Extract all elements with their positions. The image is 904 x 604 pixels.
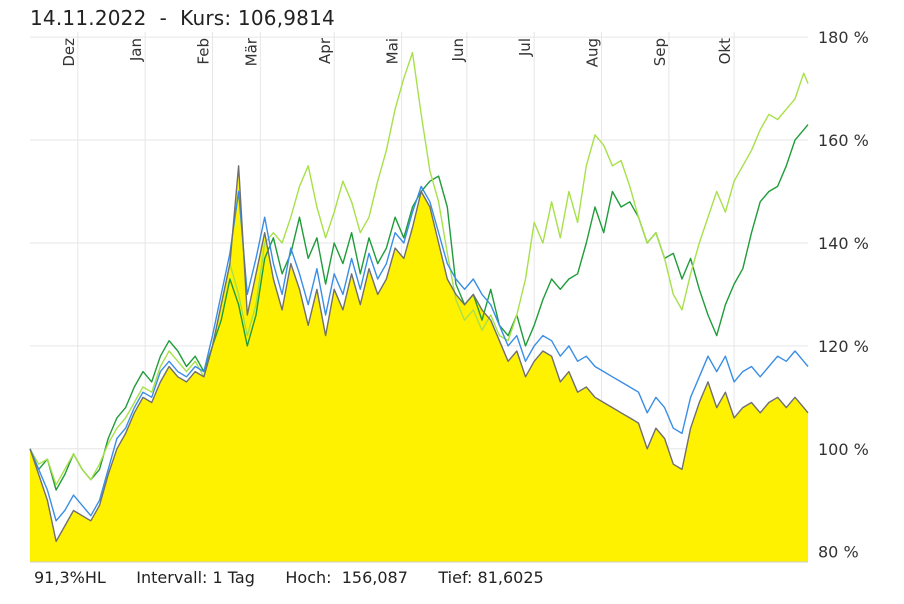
footer-high-value: 156,087	[341, 568, 408, 587]
footer-interval-label: Intervall:	[136, 568, 208, 587]
x-tick-label: Dez	[60, 38, 78, 67]
x-axis-ticks: Dez Jan Feb Mär Apr Mai Jun Jul Aug Sep Okt	[60, 37, 734, 67]
footer-low-label: Tief:	[438, 568, 473, 587]
y-tick-label: 140 %	[818, 234, 869, 253]
footer-interval-value: 1 Tag	[212, 568, 255, 587]
x-tick-label: Apr	[316, 37, 334, 64]
series-line-2[interactable]	[29, 185, 809, 522]
chart-header: 14.11.2022 - Kurs: 106,9814	[30, 6, 335, 30]
series-area-fill	[30, 165, 808, 563]
y-tick-label: 160 %	[818, 131, 869, 150]
x-tick-label: Jun	[449, 38, 467, 62]
x-tick-label: Jan	[127, 38, 145, 62]
x-tick-label: Mai	[384, 38, 402, 64]
header-date: 14.11.2022	[30, 6, 147, 30]
x-tick-label: Mär	[242, 37, 260, 66]
series-line-3[interactable]	[29, 165, 809, 543]
series-lines	[29, 51, 809, 543]
footer-range: 91,3%HL	[34, 568, 106, 587]
x-tick-label: Jul	[516, 38, 534, 57]
series-line-1[interactable]	[29, 51, 809, 486]
y-tick-label: 80 %	[818, 543, 859, 562]
header-separator: -	[146, 6, 181, 30]
header-price-label: Kurs:	[180, 6, 232, 30]
y-tick-label: 120 %	[818, 337, 869, 356]
y-tick-label: 180 %	[818, 28, 869, 47]
x-tick-label: Okt	[716, 38, 734, 64]
chart-footer: 91,3%HL Intervall: 1 Tag Hoch: 156,087 T…	[34, 568, 544, 587]
footer-low-value: 81,6025	[477, 568, 544, 587]
header-price-value: 106,9814	[237, 6, 335, 30]
x-tick-label: Aug	[584, 38, 602, 67]
y-axis-ticks: 80 % 100 % 120 % 140 % 160 % 180 %	[818, 28, 869, 562]
x-tick-label: Sep	[651, 38, 669, 66]
y-tick-label: 100 %	[818, 440, 869, 459]
x-tick-label: Feb	[195, 38, 213, 65]
area-layer	[30, 165, 808, 563]
footer-high-label: Hoch:	[285, 568, 332, 587]
